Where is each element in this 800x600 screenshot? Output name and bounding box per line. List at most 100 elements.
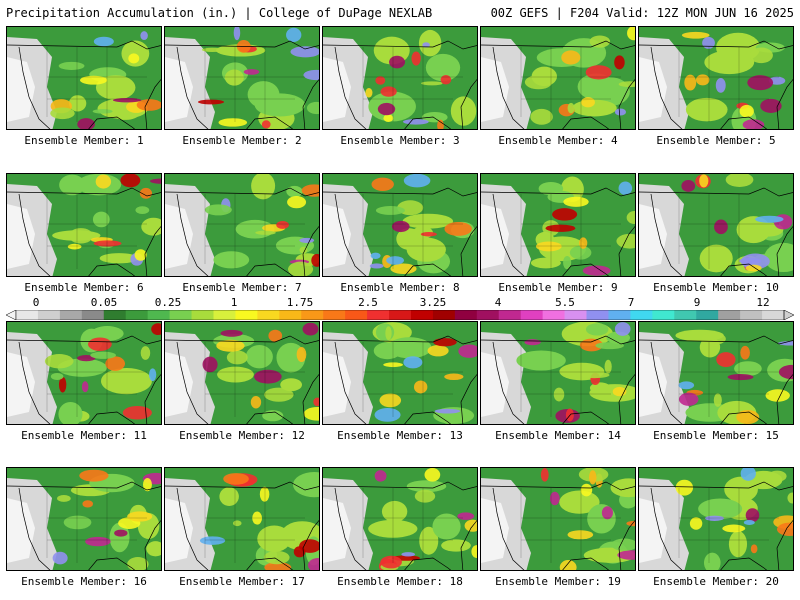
colorbar-swatch — [59, 310, 83, 320]
ensemble-member-map — [322, 173, 478, 277]
colorbar-tick-label: 2.5 — [358, 296, 378, 309]
ensemble-member-map — [164, 173, 320, 277]
ensemble-member-label: Ensemble Member: 13 — [337, 429, 463, 442]
colorbar-swatch — [257, 310, 280, 320]
ensemble-member-label: Ensemble Member: 2 — [182, 134, 302, 147]
precipitation-map-graphic — [7, 322, 161, 424]
precipitation-map-graphic — [165, 468, 319, 570]
colorbar-swatch — [323, 310, 346, 320]
colorbar-swatch — [498, 310, 522, 320]
colorbar-swatch — [586, 310, 609, 320]
header-title: Precipitation Accumulation (in.) | Colle… — [6, 6, 433, 20]
colorbar-tick-label: 0.05 — [90, 296, 118, 309]
ensemble-member-label: Ensemble Member: 8 — [340, 281, 460, 294]
precipitation-map-graphic — [165, 27, 319, 129]
ensemble-member-label: Ensemble Member: 5 — [656, 134, 776, 147]
precipitation-map-graphic — [481, 468, 635, 570]
colorbar-swatch — [652, 310, 675, 320]
colorbar-swatch — [608, 310, 631, 320]
colorbar-swatch — [718, 310, 741, 320]
ensemble-member-map — [480, 173, 636, 277]
precipitation-map-graphic — [639, 27, 793, 129]
colorbar-swatch — [125, 310, 149, 320]
precipitation-map-graphic — [639, 174, 793, 276]
colorbar-swatch — [696, 310, 719, 320]
ensemble-member-label: Ensemble Member: 3 — [340, 134, 460, 147]
colorbar-tick-label: 0 — [32, 296, 40, 309]
colorbar-swatch — [191, 310, 214, 320]
ensemble-member-label: Ensemble Member: 11 — [21, 429, 147, 442]
ensemble-member-label: Ensemble Member: 6 — [24, 281, 144, 294]
colorbar-swatch — [762, 310, 785, 320]
colorbar-swatch — [476, 310, 500, 320]
precipitation-map-graphic — [481, 174, 635, 276]
colorbar-swatch — [37, 310, 61, 320]
colorbar-tick-label: 9 — [693, 296, 701, 309]
colorbar-tick-label: 4 — [494, 296, 502, 309]
ensemble-member-map — [322, 467, 478, 571]
colorbar-swatch — [279, 310, 302, 320]
ensemble-member-label: Ensemble Member: 1 — [24, 134, 144, 147]
colorbar-swatch — [345, 310, 368, 320]
ensemble-member-label: Ensemble Member: 17 — [179, 575, 305, 588]
ensemble-member-map — [6, 26, 162, 130]
colorbar-swatch — [147, 310, 171, 320]
colorbar-swatch — [389, 310, 412, 320]
colorbar-swatch — [454, 310, 478, 320]
ensemble-member-map — [6, 467, 162, 571]
ensemble-member-label: Ensemble Member: 16 — [21, 575, 147, 588]
ensemble-member-label: Ensemble Member: 12 — [179, 429, 305, 442]
precipitation-map-graphic — [639, 468, 793, 570]
precipitation-map-graphic — [323, 174, 477, 276]
colorbar-swatch — [367, 310, 390, 320]
precipitation-map-graphic — [323, 468, 477, 570]
ensemble-member-label: Ensemble Member: 9 — [498, 281, 618, 294]
precipitation-map-graphic — [165, 174, 319, 276]
colorbar-swatch — [213, 310, 236, 320]
colorbar-swatch — [16, 310, 39, 320]
precipitation-map-graphic — [7, 174, 161, 276]
colorbar-swatch — [520, 310, 544, 320]
colorbar-swatch — [103, 310, 127, 320]
colorbar-tick-label: 12 — [756, 296, 770, 309]
precipitation-colorbar — [6, 310, 794, 320]
ensemble-member-map — [322, 26, 478, 130]
ensemble-member-map — [6, 321, 162, 425]
colorbar-swatch — [81, 310, 105, 320]
precipitation-map-graphic — [323, 322, 477, 424]
colorbar-tick-label: 7 — [627, 296, 635, 309]
ensemble-member-label: Ensemble Member: 19 — [495, 575, 621, 588]
precipitation-map-graphic — [7, 468, 161, 570]
colorbar-swatch — [169, 310, 193, 320]
colorbar-swatch — [432, 310, 456, 320]
colorbar-swatch — [740, 310, 763, 320]
precipitation-map-graphic — [7, 27, 161, 129]
ensemble-member-label: Ensemble Member: 7 — [182, 281, 302, 294]
ensemble-member-map — [480, 26, 636, 130]
precipitation-map-graphic — [323, 27, 477, 129]
ensemble-member-label: Ensemble Member: 4 — [498, 134, 618, 147]
ensemble-member-label: Ensemble Member: 18 — [337, 575, 463, 588]
colorbar-tick-label: 3.25 — [419, 296, 447, 309]
ensemble-member-map — [638, 321, 794, 425]
ensemble-member-label: Ensemble Member: 14 — [495, 429, 621, 442]
colorbar-max-arrow — [783, 310, 794, 320]
ensemble-member-map — [164, 467, 320, 571]
colorbar-swatch — [674, 310, 697, 320]
colorbar-swatch — [542, 310, 566, 320]
precipitation-map-graphic — [639, 322, 793, 424]
ensemble-member-map — [6, 173, 162, 277]
colorbar-swatch — [301, 310, 324, 320]
colorbar-tick-label: 1.75 — [286, 296, 314, 309]
ensemble-member-map — [480, 467, 636, 571]
precipitation-map-graphic — [481, 322, 635, 424]
ensemble-member-map — [638, 467, 794, 571]
colorbar-tick-label: 5.5 — [555, 296, 575, 309]
colorbar-swatch — [564, 310, 588, 320]
ensemble-member-label: Ensemble Member: 20 — [653, 575, 779, 588]
ensemble-member-label: Ensemble Member: 15 — [653, 429, 779, 442]
colorbar-tick-label: 1 — [230, 296, 238, 309]
header-run-info: 00Z GEFS | F204 Valid: 12Z MON JUN 16 20… — [490, 6, 794, 20]
colorbar-tick-label: 0.25 — [154, 296, 182, 309]
